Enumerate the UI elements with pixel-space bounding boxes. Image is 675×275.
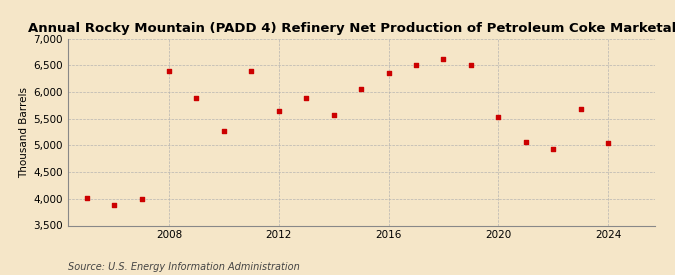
Point bbox=[273, 108, 284, 113]
Point bbox=[81, 196, 92, 200]
Point bbox=[246, 69, 256, 73]
Point bbox=[219, 129, 230, 133]
Point bbox=[328, 113, 339, 118]
Point bbox=[136, 197, 147, 202]
Point bbox=[383, 70, 394, 75]
Point bbox=[575, 107, 586, 111]
Point bbox=[438, 57, 449, 61]
Text: Source: U.S. Energy Information Administration: Source: U.S. Energy Information Administ… bbox=[68, 262, 299, 272]
Point bbox=[191, 96, 202, 100]
Point bbox=[356, 87, 367, 92]
Point bbox=[410, 63, 421, 67]
Point bbox=[163, 68, 174, 73]
Point bbox=[109, 203, 119, 207]
Point bbox=[603, 141, 614, 145]
Point bbox=[301, 96, 312, 101]
Y-axis label: Thousand Barrels: Thousand Barrels bbox=[19, 87, 29, 177]
Title: Annual Rocky Mountain (PADD 4) Refinery Net Production of Petroleum Coke Marketa: Annual Rocky Mountain (PADD 4) Refinery … bbox=[28, 21, 675, 35]
Point bbox=[466, 63, 477, 67]
Point bbox=[548, 146, 559, 151]
Point bbox=[520, 140, 531, 144]
Point bbox=[493, 114, 504, 119]
